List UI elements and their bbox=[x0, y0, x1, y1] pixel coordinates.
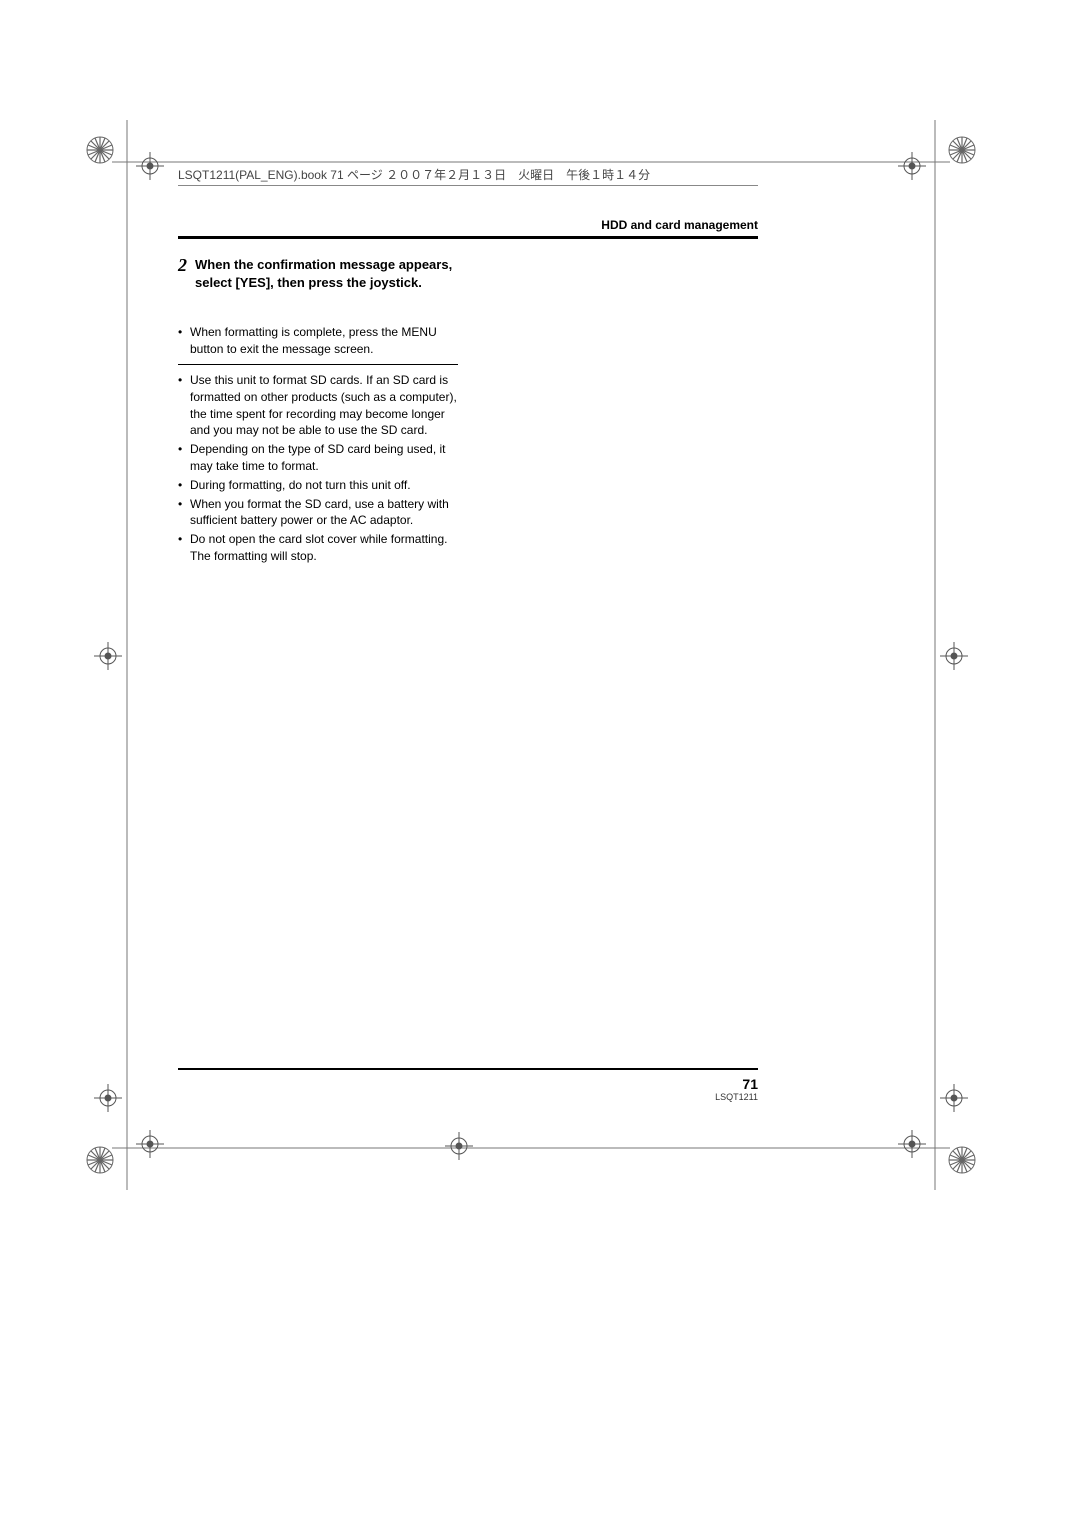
bullet-item: Do not open the card slot cover while fo… bbox=[178, 531, 458, 565]
page-number: 71 bbox=[178, 1076, 758, 1092]
step-block: 2 When the confirmation message appears,… bbox=[178, 256, 458, 291]
bullets-before: When formatting is complete, press the M… bbox=[178, 324, 458, 360]
step-instruction: When the confirmation message appears, s… bbox=[195, 256, 458, 291]
bullet-item: Use this unit to format SD cards. If an … bbox=[178, 372, 458, 439]
print-header: LSQT1211(PAL_ENG).book 71 ページ ２００７年２月１３日… bbox=[178, 166, 758, 186]
bullet-item: During formatting, do not turn this unit… bbox=[178, 477, 458, 494]
section-header-block: HDD and card management bbox=[178, 218, 758, 239]
divider bbox=[178, 364, 458, 365]
bullet-item: Depending on the type of SD card being u… bbox=[178, 441, 458, 475]
thick-rule bbox=[178, 236, 758, 239]
doc-code: LSQT1211 bbox=[178, 1092, 758, 1102]
step-number: 2 bbox=[178, 256, 187, 274]
bullets-after: Use this unit to format SD cards. If an … bbox=[178, 372, 458, 567]
section-title: HDD and card management bbox=[601, 218, 758, 232]
footer-rule bbox=[178, 1068, 758, 1070]
bullet-item: When formatting is complete, press the M… bbox=[178, 324, 458, 358]
bullet-item: When you format the SD card, use a batte… bbox=[178, 496, 458, 530]
page-footer: 71 LSQT1211 bbox=[178, 1076, 758, 1102]
